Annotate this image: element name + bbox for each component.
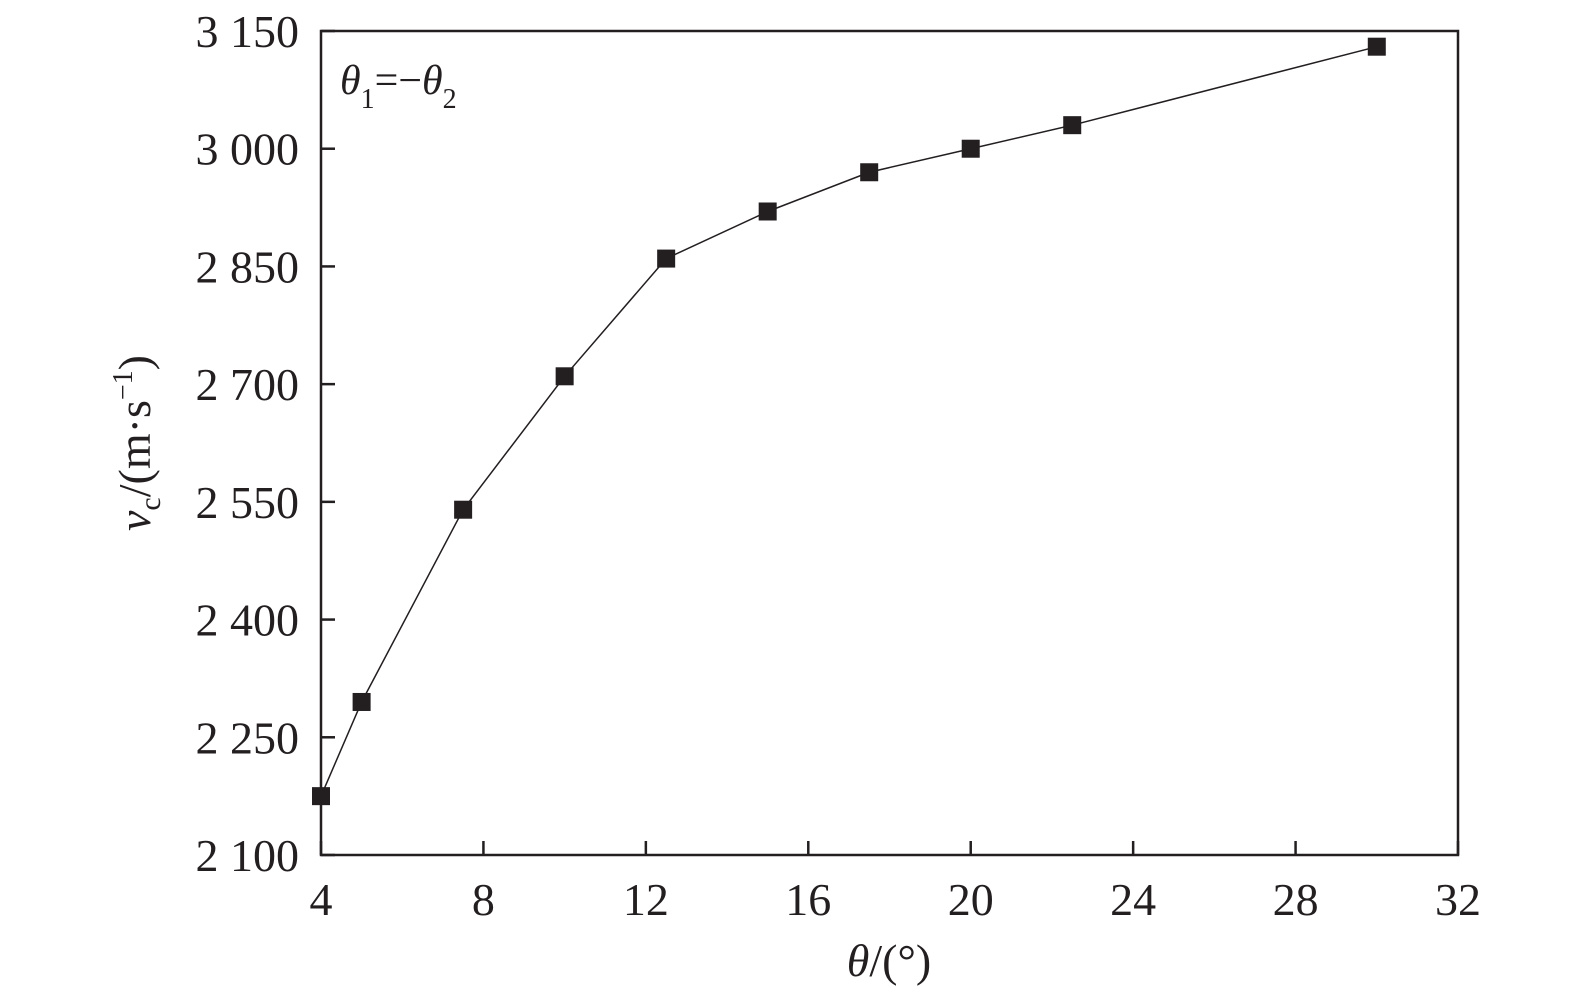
ticks [319,29,1460,857]
x-axis-unit: /(°) [869,935,931,986]
series [312,37,1386,806]
y-tick-label: 2 400 [196,595,300,646]
x-tick-label: 16 [785,874,831,925]
x-tick-label: 8 [472,874,495,925]
x-axis-title: θ/(°) [847,935,931,986]
x-tick-label: 20 [948,874,994,925]
y-axis-unit-exponent: −1 [108,370,139,400]
data-point [352,692,371,711]
data-point [1063,116,1082,135]
y-tick-label: 3 150 [196,6,300,57]
data-point [312,787,330,806]
annotation: θ1=−θ2 [340,58,457,115]
annotation-subscript-2: 2 [443,84,457,115]
y-tick-label: 2 550 [196,477,300,528]
data-point [961,139,980,158]
data-point [657,249,676,268]
y-axis-symbol: v [109,510,160,531]
y-tick-label: 2 850 [196,241,300,292]
data-point [555,367,574,386]
data-point [454,500,473,519]
y-axis-subscript: c [134,497,167,510]
y-tick-label: 2 700 [196,359,300,410]
data-point [758,202,777,221]
plot-frame [319,29,1460,857]
x-axis-symbol: θ [847,935,870,986]
x-tick-label: 28 [1273,874,1319,925]
annotation-symbol-2: θ [422,58,443,104]
x-tick-label: 32 [1435,874,1481,925]
x-tick-label: 24 [1110,874,1156,925]
annotation-equals: =− [375,58,422,104]
y-tick-label: 3 000 [196,124,300,175]
y-axis-title: vc/(m·s−1) [108,355,167,531]
y-tick-label: 2 100 [196,830,300,881]
annotation-symbol-1: θ [340,58,361,104]
data-point [1367,37,1386,56]
data-point [860,163,879,182]
y-axis-unit-close: ) [109,355,160,370]
series-line [320,45,1377,797]
y-tick-label: 2 250 [196,712,300,763]
x-tick-label: 4 [310,874,333,925]
x-tick-label: 12 [623,874,669,925]
y-axis-unit: /(m·s [109,400,160,497]
annotation-subscript-1: 1 [361,84,375,115]
